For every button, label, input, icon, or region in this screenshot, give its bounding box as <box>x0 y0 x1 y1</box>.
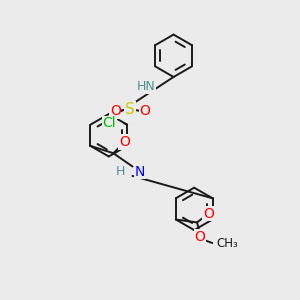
Text: O: O <box>203 207 214 220</box>
Text: CH₃: CH₃ <box>216 237 238 250</box>
Text: O: O <box>194 230 206 244</box>
Text: H: H <box>116 165 125 178</box>
Text: O: O <box>119 135 130 149</box>
Text: O: O <box>139 104 150 118</box>
Text: Cl: Cl <box>102 116 116 130</box>
Text: N: N <box>135 165 145 179</box>
Text: S: S <box>125 102 135 117</box>
Text: O: O <box>110 104 121 118</box>
Text: HN: HN <box>136 80 155 93</box>
